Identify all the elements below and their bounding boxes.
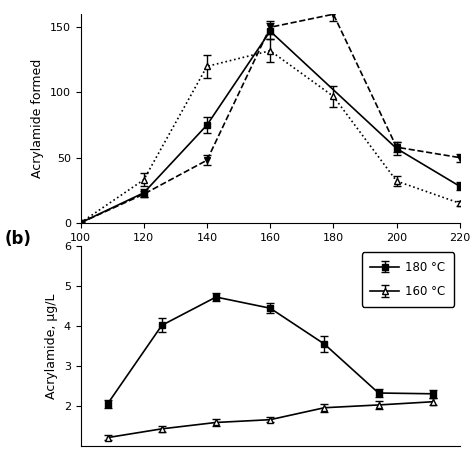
Legend: 180 °C, 160 °C: 180 °C, 160 °C xyxy=(362,252,454,307)
Y-axis label: Acrylamide formed: Acrylamide formed xyxy=(31,59,44,178)
X-axis label: Roasting temperature (°C): Roasting temperature (°C) xyxy=(187,248,353,261)
Y-axis label: Acrylamide, μg/L: Acrylamide, μg/L xyxy=(45,293,58,399)
Text: (b): (b) xyxy=(5,230,32,248)
